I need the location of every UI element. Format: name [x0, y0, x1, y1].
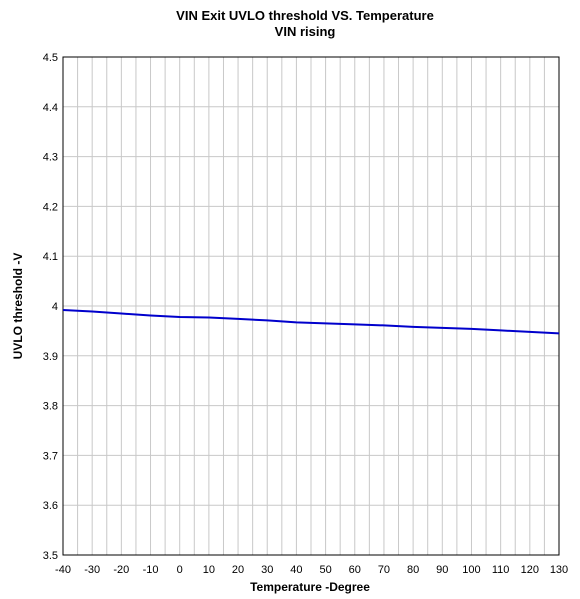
plot-frame: [62, 56, 560, 556]
x-tick-label: 120: [521, 564, 539, 576]
x-tick-label: 0: [177, 564, 183, 576]
x-tick-label: 60: [349, 564, 361, 576]
series-line: [62, 309, 560, 335]
x-axis-ticks: -40 -30 -20 -10 0 10 20 30 40 50 60 70 80 90 100 110 120…: [55, 564, 568, 576]
y-tick-label: 4.5: [43, 52, 58, 64]
x-tick-label: 110: [492, 564, 510, 576]
x-tick-label: 100: [462, 564, 480, 576]
y-tick-label: 3.9: [43, 351, 58, 363]
y-tick-label: 3.8: [43, 401, 58, 413]
x-tick-label: 90: [436, 564, 448, 576]
y-tick-label: 4: [52, 301, 58, 313]
x-tick-label: 50: [319, 564, 331, 576]
series-layer: [62, 309, 560, 335]
chart-title: VIN Exit UVLO threshold VS. Temperature: [176, 8, 434, 23]
x-axis-label: Temperature -Degree: [250, 580, 370, 594]
y-tick-label: 4.1: [43, 251, 58, 263]
y-tick-label: 4.2: [43, 201, 58, 213]
y-tick-label: 4.3: [43, 152, 58, 164]
x-tick-label: -30: [84, 564, 100, 576]
x-tick-label: -40: [55, 564, 71, 576]
y-tick-label: 3.7: [43, 450, 58, 462]
y-tick-label: 4.4: [43, 102, 58, 114]
x-tick-label: 30: [261, 564, 273, 576]
x-tick-label: 70: [378, 564, 390, 576]
x-tick-label: 10: [203, 564, 215, 576]
y-tick-label: 3.6: [43, 500, 58, 512]
y-axis-label: UVLO threshold -V: [11, 253, 25, 360]
y-tick-label: 3.5: [43, 550, 58, 562]
x-tick-label: 20: [232, 564, 244, 576]
x-tick-label: -20: [113, 564, 129, 576]
x-tick-label: 130: [550, 564, 568, 576]
x-tick-label: -10: [143, 564, 159, 576]
x-tick-label: 80: [407, 564, 419, 576]
y-axis-ticks: 3.5 3.6 3.7 3.8 3.9 4 4.1 4.2 4.3 4.4 4.5: [43, 52, 58, 562]
grid: [62, 56, 560, 556]
chart-subtitle: VIN rising: [275, 24, 336, 39]
x-tick-label: 40: [290, 564, 302, 576]
